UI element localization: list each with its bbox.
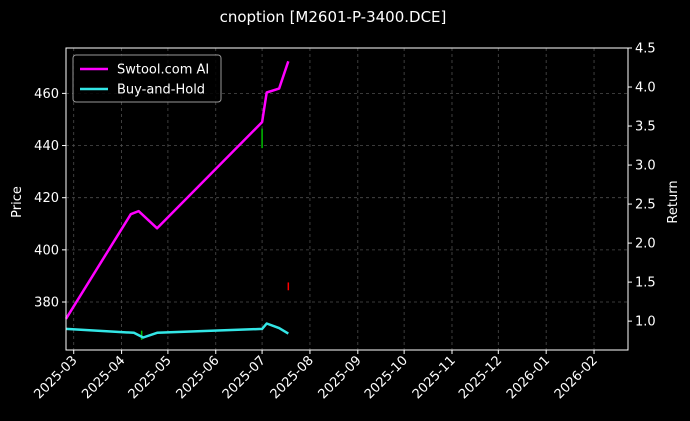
y-right-tick-label: 1.5	[635, 276, 656, 291]
grid	[66, 48, 628, 350]
plot-frame	[65, 47, 629, 351]
series-line-2	[65, 322, 289, 339]
y-axis-left-label: Price	[10, 186, 25, 218]
signals	[140, 128, 290, 340]
y-right-tick-label: 2.5	[635, 198, 656, 213]
chart-title: cnoption [M2601-P-3400.DCE]	[220, 8, 447, 26]
y-axis-right-label: Return	[666, 180, 681, 223]
y-right-tick-label: 3.0	[635, 159, 656, 174]
y-right-tick-label: 1.0	[635, 315, 656, 330]
series-lines	[64, 60, 290, 339]
y-right-tick-label: 2.0	[635, 237, 656, 252]
y-axis-right: 1.0 1.5 2.0 2.5 3.0 3.5 4.0 4.5	[628, 42, 656, 330]
y-right-tick-label: 3.5	[635, 120, 656, 135]
y-left-tick-label: 400	[34, 243, 59, 258]
legend-box	[72, 54, 222, 103]
legend: Swtool.com AI Buy-and-Hold	[72, 54, 222, 103]
y-left-tick-label: 420	[34, 191, 59, 206]
y-left-tick-label: 460	[34, 87, 59, 102]
series-line-1	[64, 60, 290, 320]
y-right-tick-label: 4.5	[635, 42, 656, 57]
legend-label: Buy-and-Hold	[117, 83, 205, 98]
y-left-tick-label: 440	[34, 139, 59, 154]
y-left-tick-label: 380	[34, 296, 59, 311]
y-axis-left: 380 400 420 440 460	[34, 87, 66, 311]
legend-label: Swtool.com AI	[117, 63, 209, 78]
y-right-tick-label: 4.0	[635, 81, 656, 96]
